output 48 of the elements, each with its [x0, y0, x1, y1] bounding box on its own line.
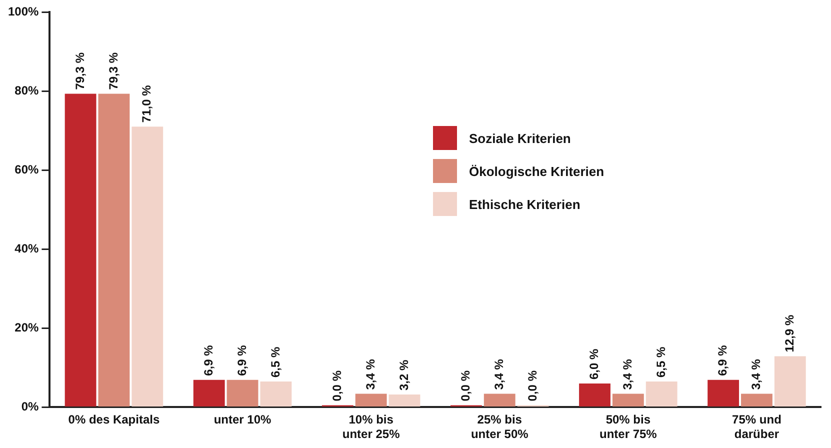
x-tick-label: unter 10%	[214, 412, 272, 427]
y-tick-label: 100%	[8, 4, 40, 18]
data-label: 3,4 %	[749, 358, 764, 390]
legend-label: Soziale Kriterien	[469, 130, 571, 146]
x-tick-label: 10% bis unter 25%	[342, 412, 400, 442]
data-label: 3,2 %	[396, 360, 411, 391]
data-label: 71,0 %	[140, 84, 154, 123]
data-label: 12,9 %	[782, 314, 796, 352]
y-tick-label: 0%	[21, 400, 40, 414]
y-tick-label: 20%	[14, 320, 40, 334]
x-tick-label: 75% und darüber	[732, 412, 782, 442]
data-label: 0,0 %	[458, 370, 473, 402]
bar	[226, 380, 258, 406]
bar	[355, 394, 387, 406]
bar	[193, 380, 225, 406]
bar	[260, 382, 292, 406]
data-label: 3,4 %	[620, 358, 634, 390]
data-label: 3,4 %	[363, 358, 378, 390]
y-tick-label: 80%	[14, 83, 40, 98]
x-tick-label: 50% bis unter 75%	[599, 412, 658, 442]
bar	[132, 126, 164, 406]
y-tick-label: 40%	[14, 241, 40, 256]
bar	[64, 94, 96, 406]
data-label: 6,9 %	[716, 344, 730, 376]
legend-label: Ökologische Kriterien	[469, 164, 604, 178]
bar	[388, 394, 420, 406]
y-tick-label: 60%	[14, 162, 40, 176]
bar	[646, 382, 678, 406]
data-label: 6,0 %	[587, 348, 602, 380]
x-tick-label: 25% bis unter 50%	[470, 412, 529, 442]
bar	[741, 394, 772, 406]
data-label: 79,3 %	[72, 52, 87, 90]
data-label: 6,9 %	[234, 344, 249, 376]
data-label: 6,9 %	[201, 344, 216, 376]
data-label: 6,5 %	[268, 346, 282, 378]
data-label: 79,3 %	[106, 52, 120, 90]
bar	[708, 380, 740, 406]
data-label: 0,0 %	[525, 370, 540, 402]
bar	[579, 383, 610, 406]
x-tick-label: 0% des Kapitals	[68, 412, 160, 427]
data-label: 6,5 %	[654, 346, 668, 378]
bar	[484, 394, 516, 406]
bar	[612, 394, 644, 406]
data-label: 3,4 %	[492, 358, 506, 390]
data-label: 0,0 %	[330, 370, 344, 402]
bar	[98, 94, 130, 406]
bar	[774, 356, 806, 406]
legend-label: Ethische Kriterien	[469, 196, 580, 212]
